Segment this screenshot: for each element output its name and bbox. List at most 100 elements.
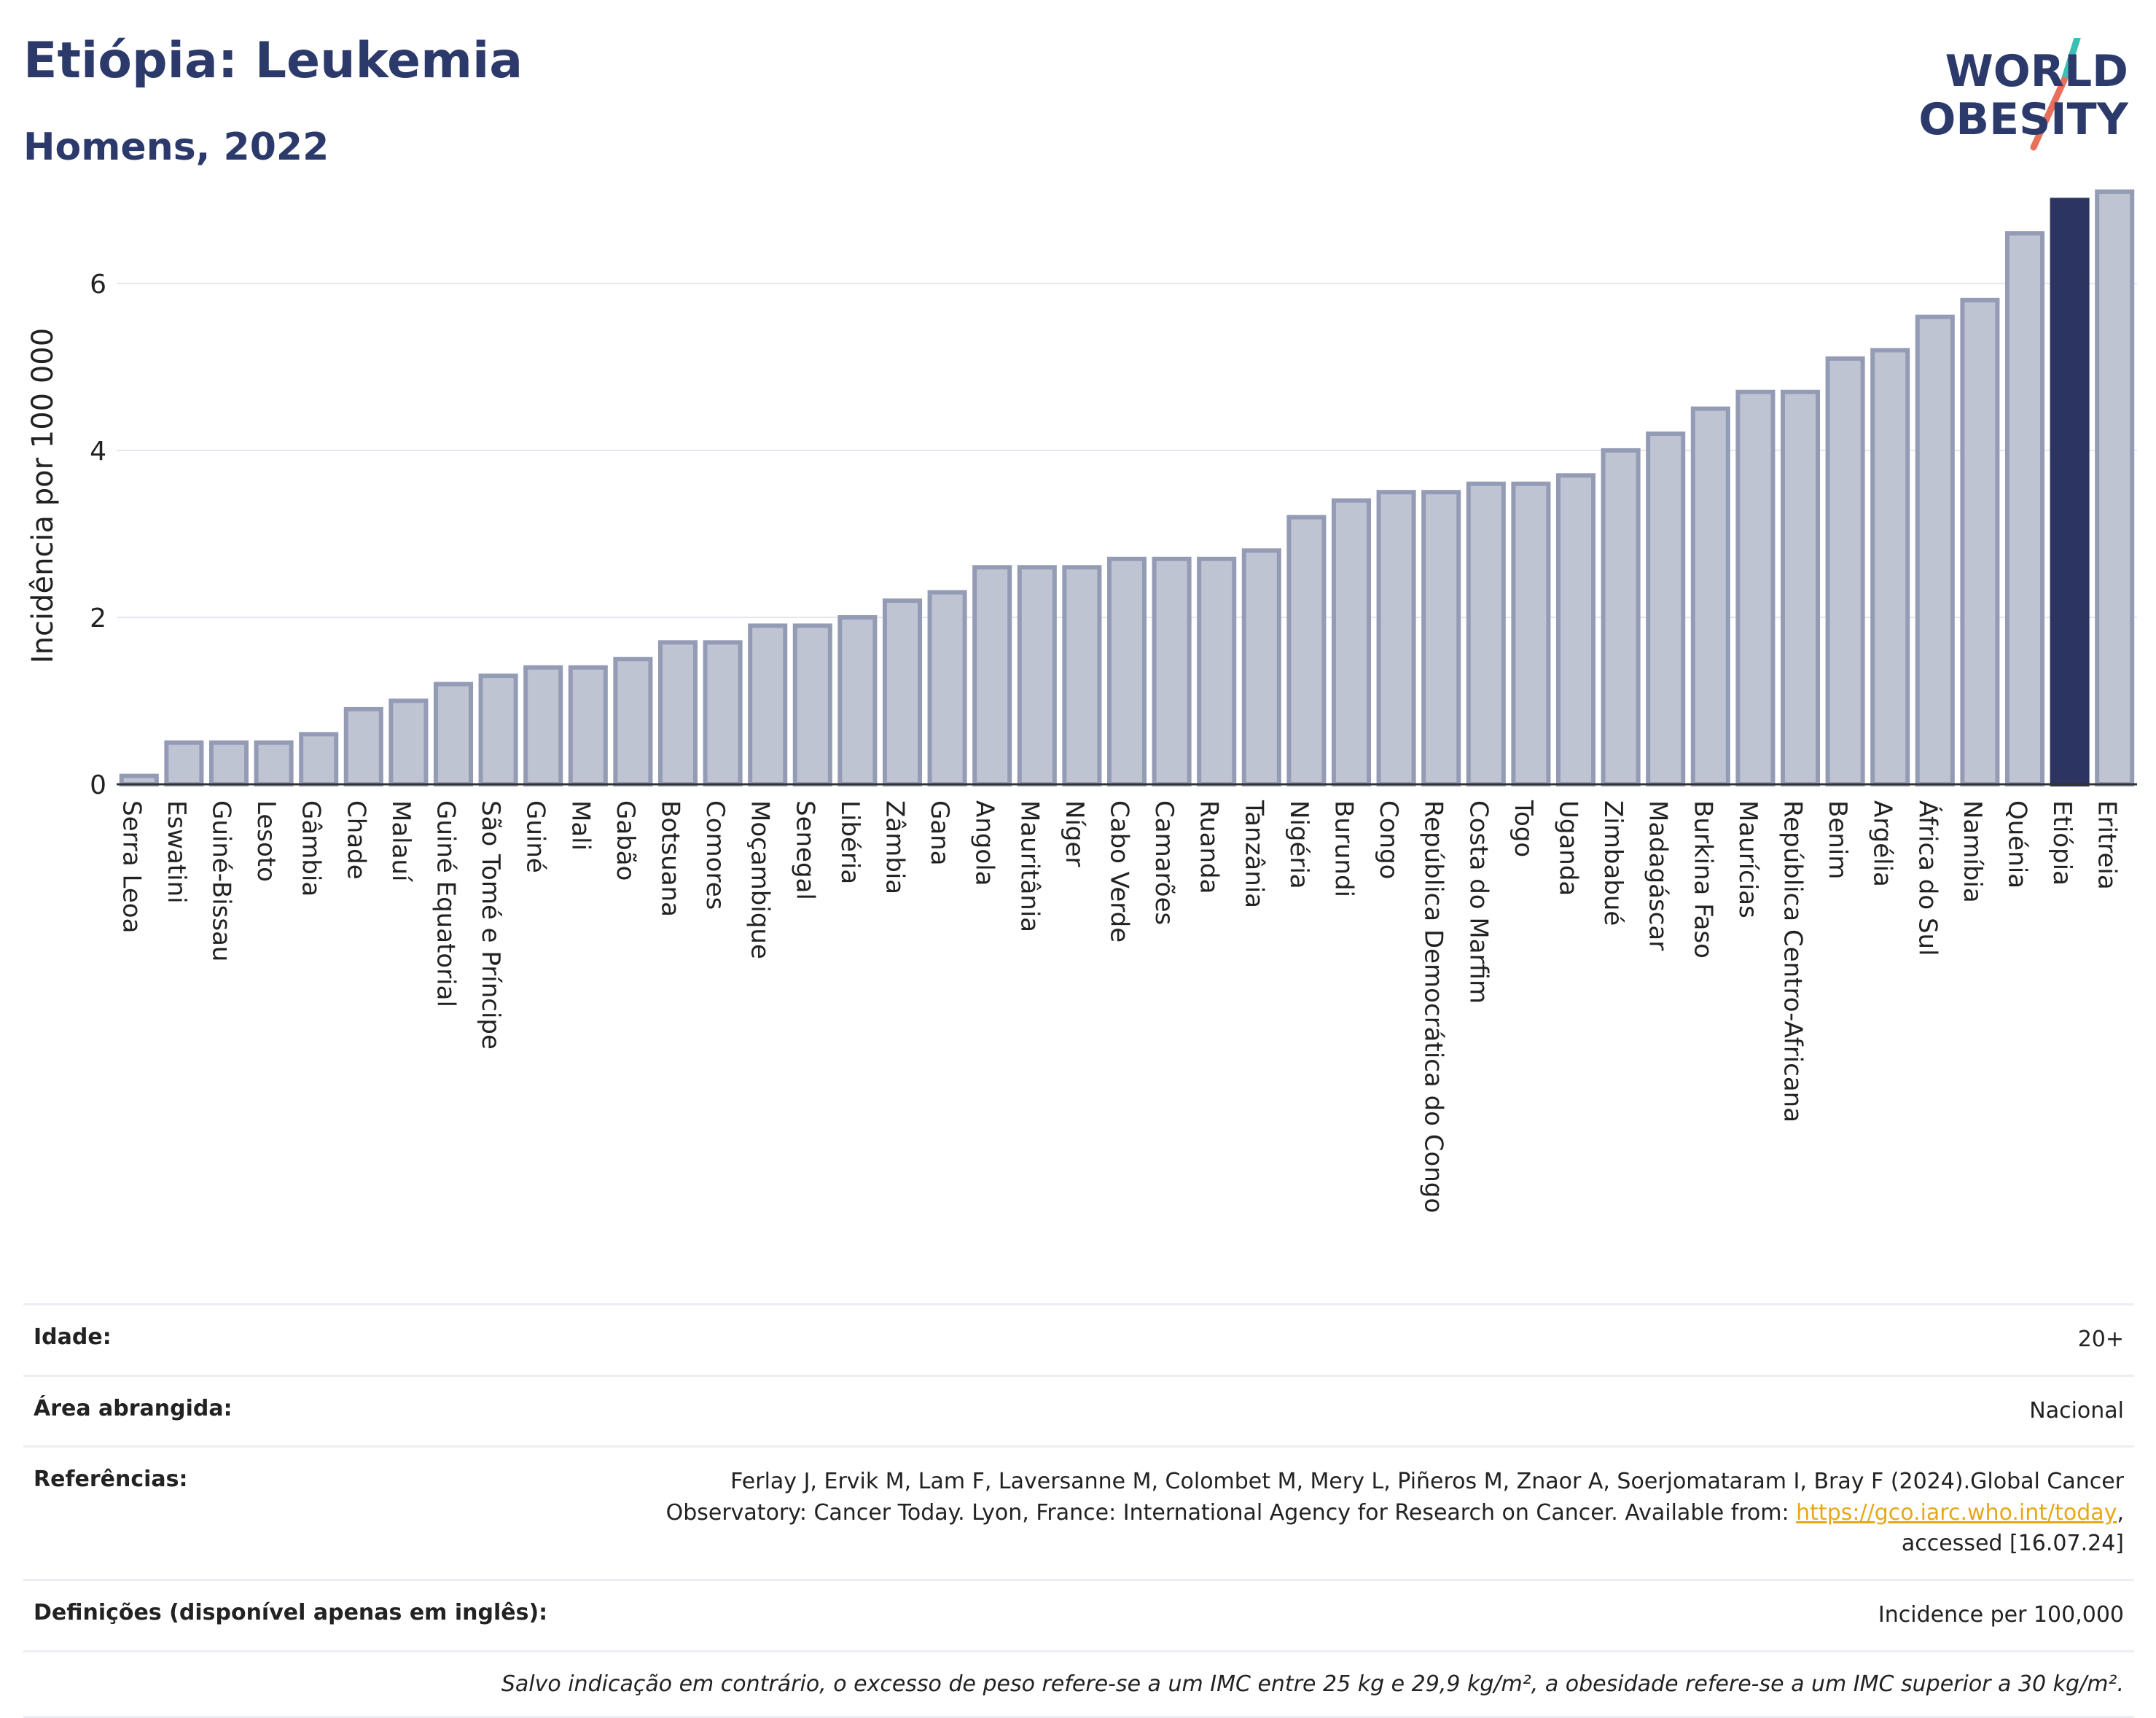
x-tick-label: Guiné Equatorial	[431, 800, 461, 1007]
bar-36	[1735, 389, 1776, 786]
y-tick-label: 2	[90, 604, 106, 633]
bar-29	[1421, 490, 1461, 787]
bar-2	[208, 740, 249, 787]
x-tick-label: Quénia	[2003, 800, 2032, 889]
definitions-value: Incidence per 100,000	[1878, 1601, 2124, 1628]
bar-40	[1915, 314, 1955, 786]
x-tick-label: Zimbabué	[1598, 800, 1628, 926]
y-tick-label: 4	[90, 437, 106, 466]
age-value: 20+	[2077, 1327, 2124, 1352]
y-tick-label: 0	[90, 770, 106, 800]
info-row-age: Idade: 20+	[23, 1303, 2134, 1375]
x-tick-label: Angola	[970, 800, 999, 886]
area-label: Área abrangida:	[34, 1395, 233, 1421]
logo-text-line2: OBESITY	[1918, 94, 2128, 145]
x-tick-label: Burundi	[1329, 800, 1359, 897]
bar-11	[613, 657, 653, 786]
x-tick-label: Nigéria	[1284, 800, 1313, 889]
x-tick-label: Guiné-Bissau	[207, 800, 236, 961]
bar-41	[1960, 297, 2000, 786]
x-tick-label: São Tomé e Príncipe	[476, 800, 505, 1050]
references-text-1: Ferlay J, Ervik M, Lam F, Laversanne M, …	[730, 1469, 2124, 1495]
age-label: Idade:	[34, 1324, 112, 1350]
x-tick-label: Zâmbia	[880, 800, 910, 894]
references-value: Ferlay J, Ervik M, Lam F, Laversanne M, …	[666, 1467, 2124, 1560]
x-tick-label: Gabão	[611, 800, 640, 881]
x-tick-label: Chade	[341, 800, 370, 880]
x-tick-label: Argélia	[1868, 800, 1897, 887]
bar-15	[792, 623, 832, 786]
bar-14	[748, 623, 788, 786]
info-row-references: Referências: Ferlay J, Ervik M, Lam F, L…	[23, 1445, 2134, 1579]
x-tick-label: Eritreia	[2093, 800, 2122, 890]
bar-18	[927, 590, 967, 786]
references-link[interactable]: https://gco.iarc.who.int/today	[1796, 1499, 2117, 1526]
x-tick-label: Tanzânia	[1239, 800, 1268, 908]
x-tick-label: Comores	[700, 800, 730, 910]
definitions-label: Definições (disponível apenas em inglês)…	[34, 1599, 548, 1625]
references-text-3: ,	[2117, 1499, 2124, 1526]
x-tick-label: Eswatini	[162, 800, 191, 904]
bar-4	[299, 732, 339, 786]
x-tick-label: República Democrática do Congo	[1419, 800, 1448, 1213]
bar-25	[1241, 548, 1281, 786]
page-subtitle: Homens, 2022	[23, 125, 329, 169]
x-tick-label: Níger	[1060, 800, 1089, 867]
bar-7	[433, 682, 474, 786]
x-tick-label: Serra Leoa	[117, 800, 146, 933]
bar-13	[703, 640, 743, 786]
x-tick-label: Gana	[925, 800, 954, 866]
bar-22	[1106, 556, 1147, 786]
page-title: Etiópia: Leukemia	[23, 32, 523, 90]
x-tick-label: Benim	[1823, 800, 1852, 879]
bar-0	[119, 773, 159, 787]
x-tick-label: Maurícias	[1733, 800, 1762, 918]
bar-6	[388, 698, 429, 786]
info-row-area: Área abrangida: Nacional	[23, 1374, 2134, 1446]
x-tick-label: Lesoto	[251, 800, 281, 882]
bar-44	[2095, 189, 2135, 786]
info-row-definitions: Definições (disponível apenas em inglês)…	[23, 1578, 2134, 1650]
x-tick-label: Gâmbia	[297, 800, 326, 897]
x-tick-label: Mali	[566, 800, 595, 851]
x-tick-label: Togo	[1509, 800, 1538, 857]
y-axis-ticks: 0 2 4 6	[90, 270, 106, 800]
bar-42	[2004, 231, 2045, 787]
bar-23	[1152, 556, 1192, 786]
x-tick-label: Mauritânia	[1015, 800, 1044, 932]
area-value: Nacional	[2029, 1397, 2124, 1424]
x-tick-label: Burkina Faso	[1688, 800, 1717, 958]
bar-43	[2050, 198, 2090, 787]
x-tick-label: Libéria	[835, 800, 864, 884]
bar-21	[1062, 565, 1102, 786]
bar-12	[657, 640, 698, 786]
references-label: Referências:	[34, 1467, 188, 1493]
x-tick-label: Uganda	[1554, 800, 1583, 896]
bar-34	[1646, 432, 1686, 786]
bar-20	[1017, 565, 1057, 786]
bar-3	[254, 740, 294, 787]
bar-24	[1197, 556, 1237, 786]
references-text-4: accessed [16.07.24]	[1901, 1531, 2124, 1557]
footnote: Salvo indicação em contrário, o excesso …	[501, 1671, 2124, 1697]
bar-17	[882, 598, 923, 787]
x-tick-label: Senegal	[790, 800, 819, 900]
bar-28	[1376, 490, 1416, 787]
x-tick-label: Ruanda	[1195, 800, 1224, 894]
references-text-2: Observatory: Cancer Today. Lyon, France:…	[665, 1499, 1797, 1526]
bar-26	[1286, 515, 1327, 786]
y-axis-label: Incidência por 100 000	[26, 328, 60, 663]
bar-35	[1690, 406, 1730, 786]
bar-9	[523, 665, 563, 786]
bar-31	[1511, 481, 1551, 786]
x-tick-label: Costa do Marfim	[1464, 800, 1493, 1004]
bar-39	[1870, 348, 1910, 786]
x-tick-label: Etiópia	[2047, 800, 2077, 886]
x-tick-label: Madagáscar	[1644, 800, 1673, 950]
x-tick-label: Congo	[1374, 800, 1403, 879]
info-table: Idade: 20+ Área abrangida: Nacional Refe…	[23, 1303, 2134, 1718]
x-tick-label: Cabo Verde	[1105, 800, 1134, 942]
x-tick-label: Guiné	[521, 800, 550, 873]
y-tick-label: 6	[90, 270, 106, 300]
